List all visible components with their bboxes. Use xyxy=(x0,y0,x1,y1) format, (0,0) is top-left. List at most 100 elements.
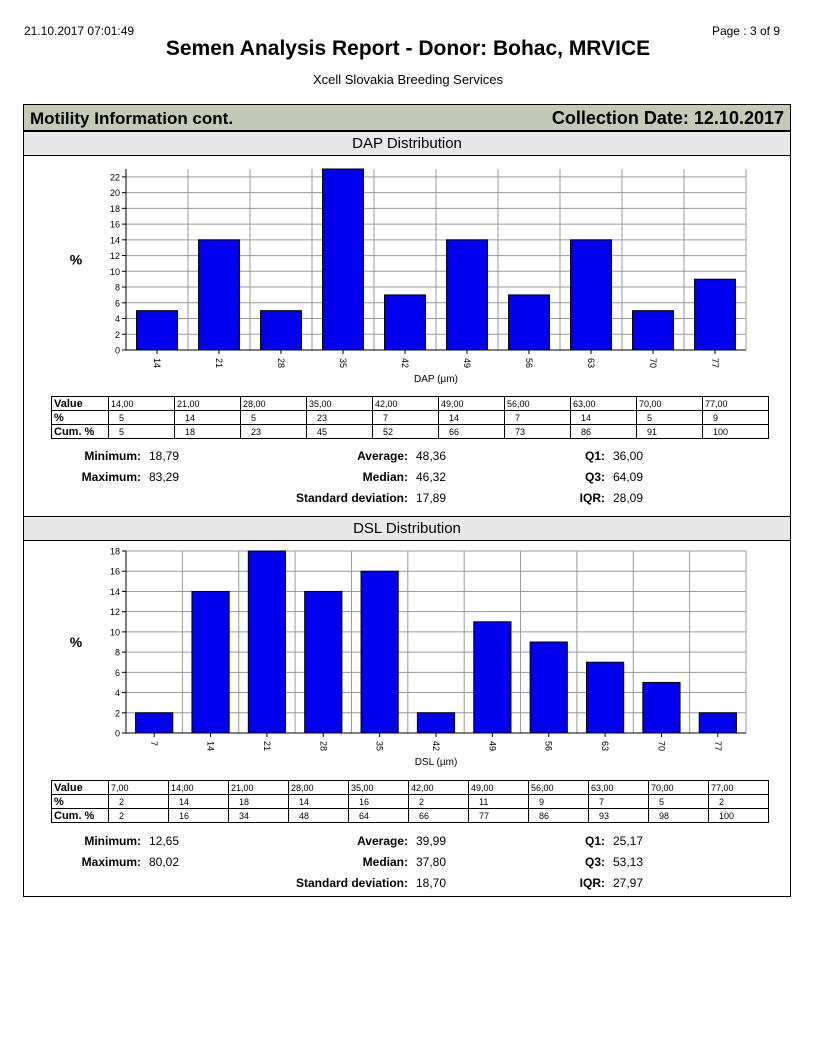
dsl-x-tick-label: 77 xyxy=(713,741,723,751)
stat-value: 64,09 xyxy=(613,470,644,484)
stat-label: Median: xyxy=(362,855,408,869)
table-cell: 56,00 xyxy=(504,396,571,411)
table-cell: 49,00 xyxy=(438,396,505,411)
dap-bar xyxy=(694,278,736,351)
table-cell: 16 xyxy=(168,808,229,823)
dap-bar xyxy=(260,310,302,351)
dsl-y-tick-label: 14 xyxy=(110,587,120,597)
table-cell: 56,00 xyxy=(528,780,589,795)
dsl-y-tick-label: 6 xyxy=(115,668,120,678)
table-cell: 9 xyxy=(528,794,589,809)
table-cell: 42,00 xyxy=(408,780,469,795)
stat-value: 27,97 xyxy=(613,876,644,890)
dap-table: Value 14,00 21,00 28,00 35,00 42,00 49,0… xyxy=(51,396,769,439)
table-cell: 49,00 xyxy=(468,780,529,795)
dsl-distribution-title: DSL Distribution xyxy=(24,516,790,541)
table-cell: 70,00 xyxy=(636,396,703,411)
table-cell: 14 xyxy=(174,410,241,425)
dsl-cumulative-row: Cum. % 2 16 34 48 64 66 77 86 93 98 100 xyxy=(51,808,769,823)
dsl-bar xyxy=(360,570,399,734)
page-number: Page : 3 of 9 xyxy=(711,24,780,38)
dsl-bar xyxy=(416,712,456,734)
table-cell: 7 xyxy=(504,410,571,425)
dap-x-tick-label: 21 xyxy=(214,358,224,368)
dsl-x-tick-label: 56 xyxy=(544,741,554,751)
dap-x-tick-label: 70 xyxy=(648,358,658,368)
dap-percent-row: % 5 14 5 23 7 14 7 14 5 9 xyxy=(51,410,769,425)
table-cell: 35,00 xyxy=(348,780,409,795)
stat-value: 18,70 xyxy=(416,876,447,890)
report-frame: Motility Information cont. Collection Da… xyxy=(23,104,791,897)
dsl-x-tick-label: 49 xyxy=(487,741,497,751)
collection-date: Collection Date: 12.10.2017 xyxy=(551,108,784,128)
table-cell: 14,00 xyxy=(108,396,175,411)
stat-value: 12,65 xyxy=(149,834,180,848)
table-cell: 77,00 xyxy=(702,396,769,411)
table-cell: 91 xyxy=(636,424,703,439)
stat-label: Q3: xyxy=(584,855,605,869)
stat-value: 39,99 xyxy=(416,834,447,848)
dsl-table: Value 7,00 14,00 21,00 28,00 35,00 42,00… xyxy=(51,780,769,823)
dap-cumulative-row: Cum. % 5 18 23 45 52 66 73 86 91 100 xyxy=(51,424,769,439)
table-cell: 93 xyxy=(588,808,649,823)
dsl-x-tick-label: 7 xyxy=(149,741,159,746)
dap-y-axis-label: % xyxy=(70,252,83,268)
table-cell: 14 xyxy=(438,410,505,425)
stat-value: 46,32 xyxy=(416,470,447,484)
dap-x-tick-label: 77 xyxy=(710,358,720,368)
table-cell: 7,00 xyxy=(108,780,169,795)
dsl-bar xyxy=(304,590,343,734)
stat-label: Minimum: xyxy=(84,834,141,848)
table-cell: 5 xyxy=(636,410,703,425)
table-cell: 77,00 xyxy=(708,780,769,795)
dap-y-tick-label: 8 xyxy=(115,283,120,293)
row-label-cumulative: Cum. % xyxy=(51,424,109,439)
dap-x-tick-label: 56 xyxy=(524,358,534,368)
dsl-bar xyxy=(191,590,230,734)
dsl-y-tick-label: 18 xyxy=(110,547,120,557)
table-cell: 18 xyxy=(174,424,241,439)
table-cell: 5 xyxy=(108,410,175,425)
table-cell: 7 xyxy=(372,410,439,425)
stat-label: Minimum: xyxy=(84,449,141,463)
dap-x-axis-label: DAP (µm) xyxy=(414,374,458,385)
dap-y-tick-label: 18 xyxy=(110,204,120,214)
stat-value: 36,00 xyxy=(613,449,644,463)
dsl-y-tick-label: 8 xyxy=(115,648,120,658)
dsl-value-row: Value 7,00 14,00 21,00 28,00 35,00 42,00… xyxy=(51,780,769,795)
table-cell: 63,00 xyxy=(570,396,637,411)
table-cell: 23 xyxy=(306,410,373,425)
table-cell: 21,00 xyxy=(228,780,289,795)
row-label-cumulative: Cum. % xyxy=(51,808,109,823)
stat-label: Average: xyxy=(357,834,408,848)
dap-distribution-title: DAP Distribution xyxy=(24,131,790,156)
table-cell: 52 xyxy=(372,424,439,439)
dap-y-tick-label: 10 xyxy=(110,267,120,277)
dap-y-tick-label: 4 xyxy=(115,314,120,324)
stat-label: Q1: xyxy=(584,449,605,463)
table-cell: 11 xyxy=(468,794,529,809)
dap-bar xyxy=(384,294,426,351)
table-cell: 35,00 xyxy=(306,396,373,411)
dsl-bar xyxy=(698,712,737,734)
dap-x-tick-label: 42 xyxy=(400,358,410,368)
dsl-y-tick-label: 10 xyxy=(110,627,120,637)
table-cell: 2 xyxy=(408,794,469,809)
stat-value: 83,29 xyxy=(149,470,180,484)
table-cell: 14 xyxy=(570,410,637,425)
dap-x-tick-label: 35 xyxy=(338,358,348,368)
dsl-x-tick-label: 63 xyxy=(600,741,610,751)
dsl-y-tick-label: 16 xyxy=(110,567,120,577)
dap-y-tick-label: 0 xyxy=(115,346,120,356)
table-cell: 73 xyxy=(504,424,571,439)
stat-value: 37,80 xyxy=(416,855,447,869)
stat-label: Average: xyxy=(357,449,408,463)
table-cell: 100 xyxy=(702,424,769,439)
dsl-y-tick-label: 2 xyxy=(115,708,120,718)
table-cell: 77 xyxy=(468,808,529,823)
section-header: Motility Information cont. Collection Da… xyxy=(24,105,790,131)
report-timestamp: 21.10.2017 07:01:49 xyxy=(24,24,135,38)
report-title: Semen Analysis Report - Donor: Bohac, MR… xyxy=(165,37,651,60)
dap-bar xyxy=(570,239,612,351)
dap-value-row: Value 14,00 21,00 28,00 35,00 42,00 49,0… xyxy=(51,396,769,411)
